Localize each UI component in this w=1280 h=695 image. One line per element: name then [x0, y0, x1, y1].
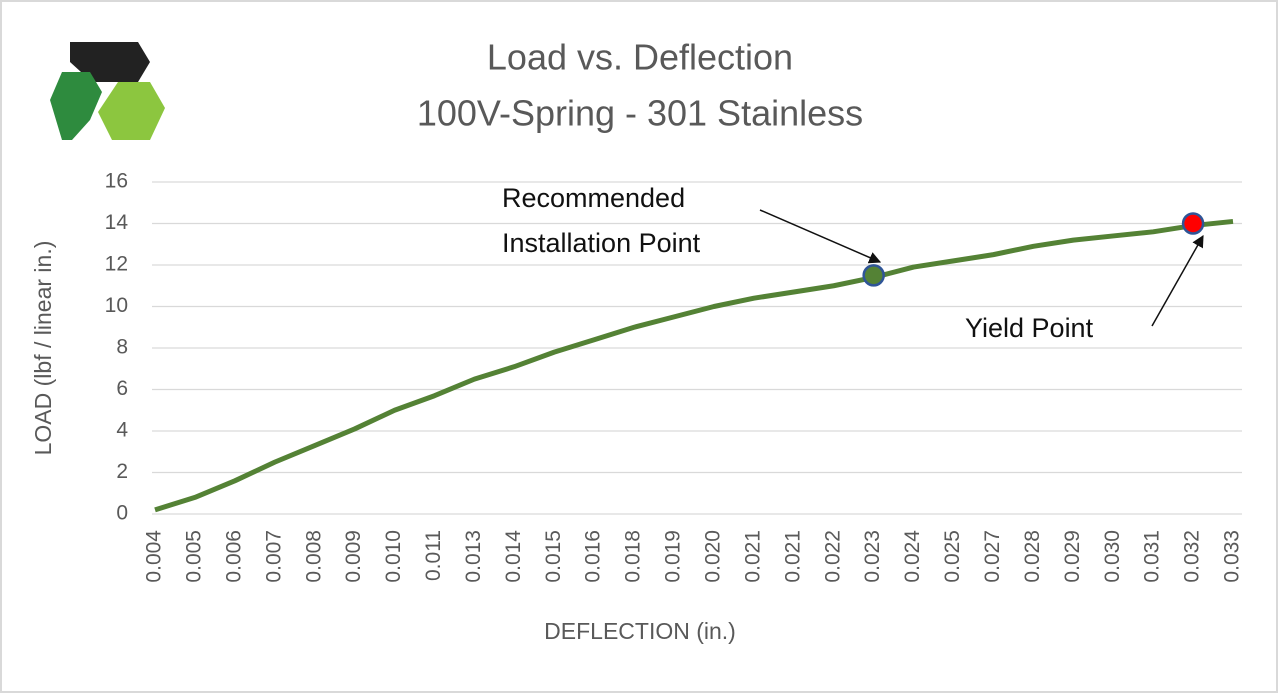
annotation-text: Yield Point [965, 313, 1094, 343]
x-tick-label: 0.004 [143, 530, 166, 583]
x-tick-label: 0.006 [222, 530, 245, 583]
x-tick-label: 0.010 [382, 530, 405, 583]
x-tick-label: 0.016 [582, 530, 605, 583]
x-tick-label: 0.021 [741, 530, 764, 583]
x-tick-label: 0.009 [342, 530, 365, 583]
chart-title: Load vs. Deflection [487, 37, 793, 78]
x-tick-label: 0.020 [702, 530, 725, 583]
data-line [154, 218, 1234, 513]
x-tick-label: 0.028 [1021, 530, 1044, 583]
y-tick-label: 10 [105, 294, 128, 317]
x-tick-label: 0.032 [1181, 530, 1204, 583]
y-tick-label: 0 [116, 502, 128, 525]
x-tick-label: 0.025 [941, 530, 964, 583]
x-tick-label: 0.019 [662, 530, 685, 583]
x-tick-label: 0.013 [462, 530, 485, 583]
x-tick-label: 0.027 [981, 530, 1004, 583]
x-axis-title: DEFLECTION (in.) [544, 618, 736, 644]
x-tick-label: 0.030 [1101, 530, 1124, 583]
x-tick-label: 0.005 [182, 530, 205, 583]
x-tick-label: 0.031 [1141, 530, 1164, 583]
y-tick-label: 6 [116, 377, 128, 400]
y-tick-label: 12 [105, 253, 128, 276]
x-tick-label: 0.015 [542, 530, 565, 583]
x-tick-label: 0.024 [901, 530, 924, 583]
chart-subtitle: 100V-Spring - 301 Stainless [417, 93, 863, 134]
y-tick-label: 14 [105, 211, 129, 234]
x-tick-label: 0.014 [502, 530, 525, 583]
x-tick-label: 0.023 [861, 530, 884, 583]
annotation-marker [1181, 212, 1205, 235]
x-tick-label: 0.021 [781, 530, 804, 583]
annotation-text: Recommended [502, 183, 685, 213]
x-tick-label: 0.033 [1221, 530, 1244, 583]
x-tick-label: 0.007 [262, 530, 285, 583]
x-tick-label: 0.018 [622, 530, 645, 583]
y-axis-title: LOAD (lbf / linear in.) [30, 241, 56, 456]
annotation-marker [862, 264, 885, 287]
annotation-text: Installation Point [502, 228, 701, 258]
x-tick-label: 0.029 [1061, 530, 1084, 583]
x-tick-label: 0.008 [302, 530, 325, 583]
logo [50, 42, 165, 140]
y-tick-label: 2 [116, 460, 128, 483]
x-tick-label: 0.022 [821, 530, 844, 583]
y-tick-label: 16 [105, 170, 128, 193]
y-tick-label: 4 [116, 419, 128, 442]
annotation-arrow [759, 209, 882, 264]
x-tick-label: 0.011 [422, 530, 445, 581]
y-tick-label: 8 [116, 336, 128, 359]
annotation-arrow [1151, 234, 1204, 327]
